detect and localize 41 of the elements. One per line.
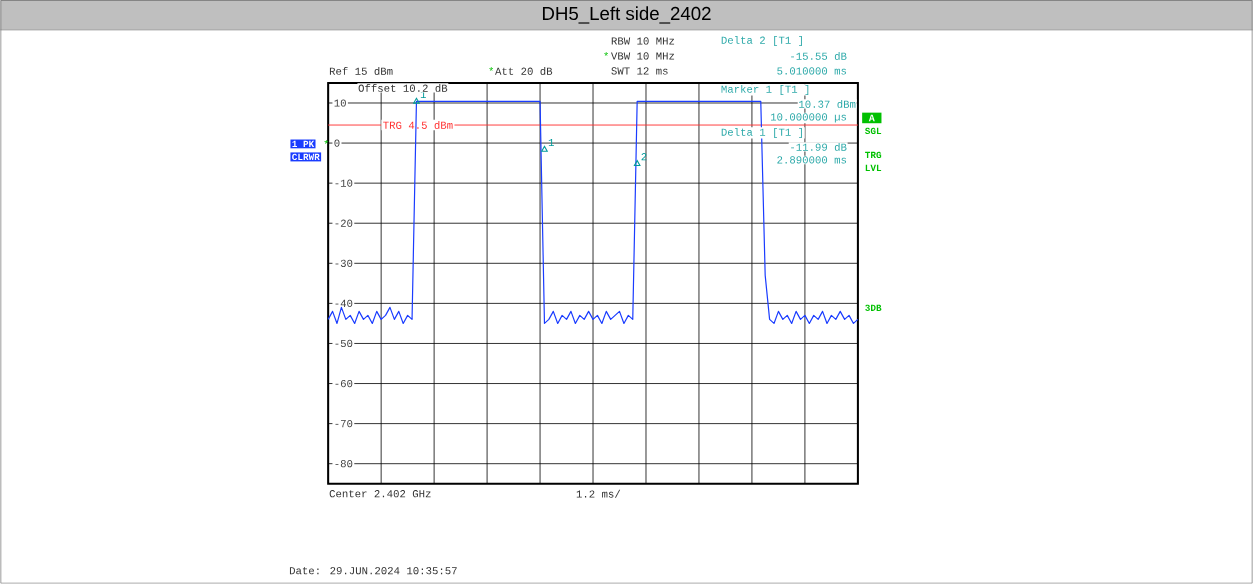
y-tick-label: -40: [335, 299, 353, 308]
text: RBW 10 MHz: [611, 37, 675, 45]
text: -15.55 dB: [791, 52, 847, 61]
y-tick-label: -20: [335, 219, 353, 227]
y-tick-label: -10: [335, 179, 353, 187]
y-tick-label: -50: [335, 340, 353, 348]
text: A: [868, 114, 875, 122]
text: Ref 15 dBm: [329, 67, 393, 76]
annotation: Delta 1 [T1 ]: [721, 128, 802, 139]
annotation: Marker 1 [T1 ]: [721, 85, 809, 96]
annotation: 10.000000 µs: [770, 113, 847, 123]
text: CLRWR: [292, 153, 320, 161]
y-tick-label: 10: [334, 99, 346, 107]
annotation: *: [324, 140, 329, 144]
text: 3DB: [865, 304, 882, 312]
text: Delta 2 [T1 ]: [721, 36, 802, 47]
text: Date: 29.JUN.2024 10:35:57: [289, 567, 457, 575]
y-tick-label: -30: [335, 259, 353, 268]
text: Center 2.402 GHz: [329, 490, 431, 498]
text: *: [489, 67, 494, 71]
chart-title: DH5_Left side_2402: [542, 6, 711, 24]
text: 1 PK: [292, 141, 315, 148]
annotation: 1: [548, 139, 554, 147]
y-tick-label: 0: [334, 139, 340, 147]
text: TRG: [865, 151, 882, 159]
annotation: 2: [641, 153, 647, 161]
y-tick-label: -60: [335, 380, 353, 388]
text: 5.010000 ms: [777, 67, 847, 75]
annotation: 10.37 dBm: [799, 100, 856, 109]
annotation: -11.99 dB: [791, 143, 847, 151]
text: LVL: [865, 164, 882, 172]
y-tick-label: -70: [335, 420, 353, 428]
text: SGL: [864, 127, 882, 135]
text: SWT 12 ms: [611, 67, 668, 75]
annotation: Offset 10.2 dB: [358, 84, 448, 93]
text: 1.2 ms/: [576, 489, 621, 498]
y-tick-label: -80: [335, 460, 353, 468]
text: Att 20 dB: [495, 67, 553, 76]
text: *: [604, 52, 609, 57]
annotation: 2.890000 ms: [777, 156, 847, 164]
text: VBW 10 MHz: [610, 52, 675, 60]
